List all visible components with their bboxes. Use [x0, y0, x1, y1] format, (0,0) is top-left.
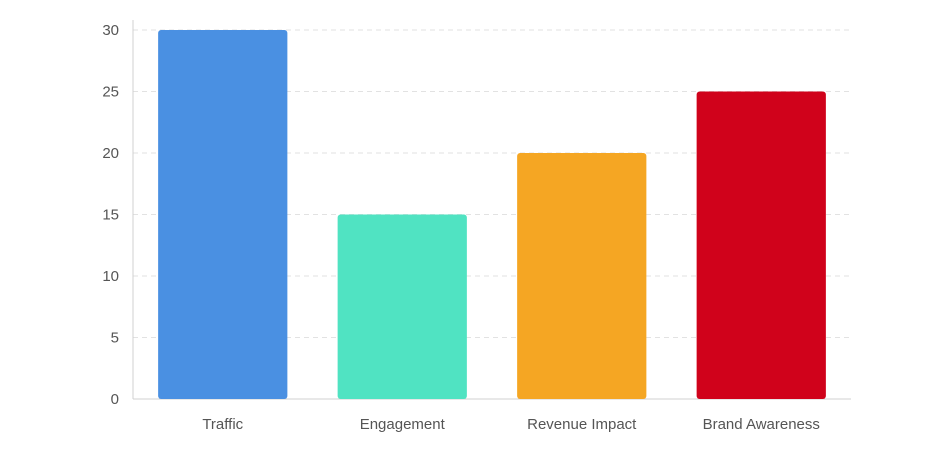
x-tick-label-engagement: Engagement	[360, 416, 446, 433]
x-tick-label-revenue-impact: Revenue Impact	[527, 416, 637, 433]
y-tick-label-10: 10	[102, 268, 119, 285]
x-tick-labels: Traffic Engagement Revenue Impact Brand Awa…	[202, 416, 820, 433]
y-tick-label-5: 5	[111, 330, 119, 347]
bar-brand-awareness[interactable]	[696, 91, 826, 400]
y-tick-labels: 0 5 10 15 20 25 30	[102, 22, 119, 408]
y-tick-label-0: 0	[111, 391, 119, 408]
bar-revenue-impact[interactable]	[517, 153, 647, 399]
bar-traffic[interactable]	[158, 30, 288, 399]
bar-engagement[interactable]	[337, 214, 467, 400]
x-tick-label-brand-awareness: Brand Awareness	[703, 416, 820, 433]
y-tick-label-20: 20	[102, 145, 119, 162]
x-tick-label-traffic: Traffic	[202, 416, 243, 433]
y-tick-label-15: 15	[102, 207, 119, 224]
y-tick-label-30: 30	[102, 22, 119, 39]
y-tick-label-25: 25	[102, 84, 119, 101]
bars	[158, 30, 826, 399]
